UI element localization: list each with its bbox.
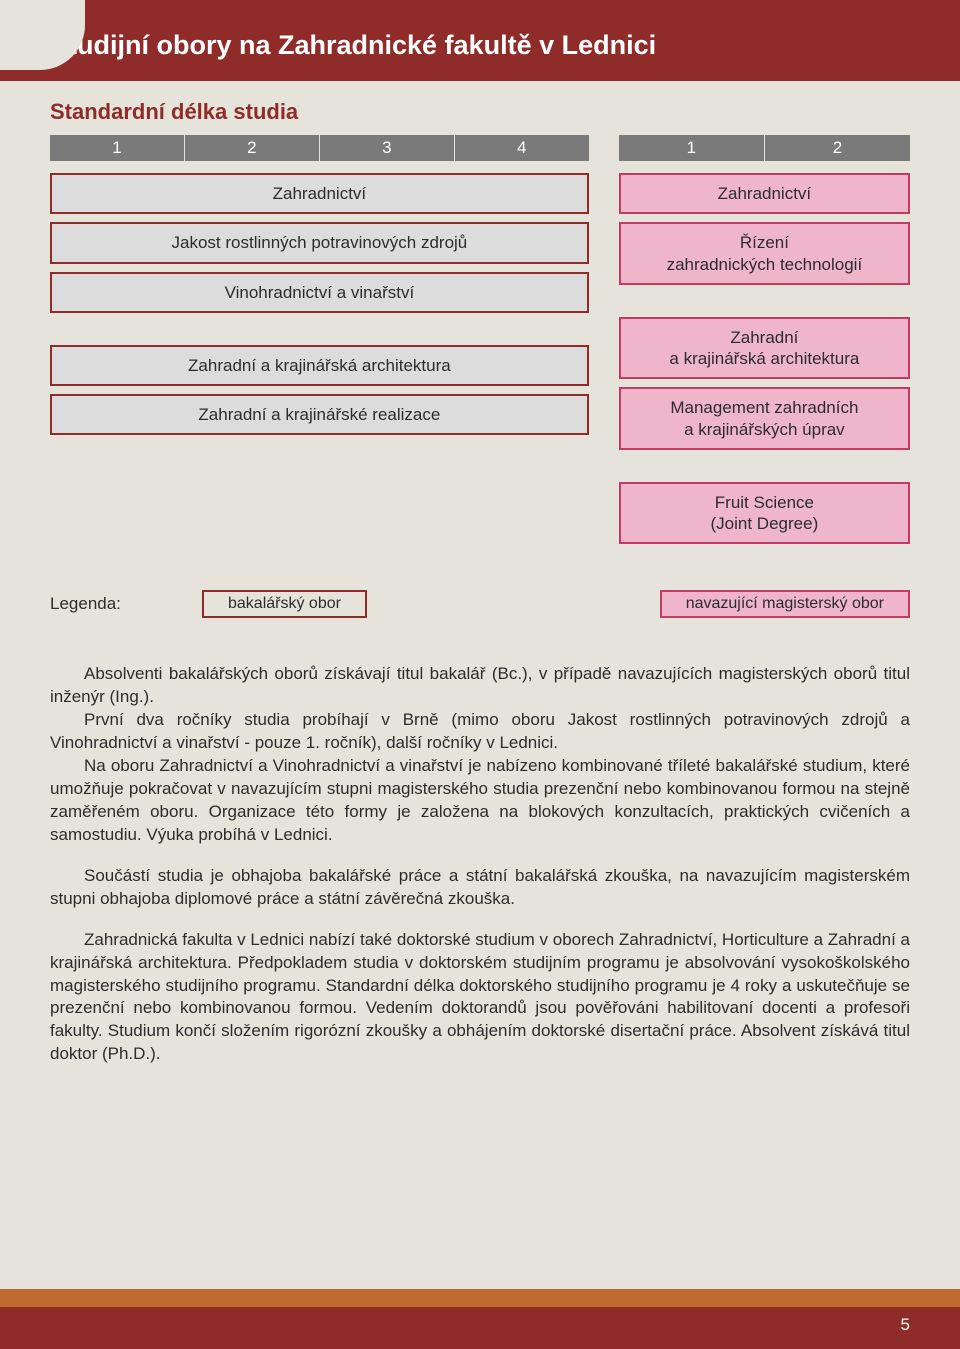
para-part: První dva ročníky studia probíhají v Brn… <box>50 709 910 755</box>
content: Standardní délka studia 1 2 3 4 Zahradni… <box>0 81 960 1124</box>
line: (Joint Degree) <box>711 514 819 533</box>
line: a krajinářská architektura <box>669 349 859 368</box>
legend-mag: navazující magisterský obor <box>660 590 910 618</box>
footer-stripe-bottom: 5 <box>0 1307 960 1349</box>
diagram-columns: 1 2 3 4 Zahradnictví Jakost rostlinných … <box>50 135 910 552</box>
page: Studijní obory na Zahradnické fakultě v … <box>0 0 960 1349</box>
line: a krajinářských úprav <box>684 420 845 439</box>
bach-box-vinohradnictvi: Vinohradnictví a vinařství <box>50 272 589 313</box>
paragraph: Absolventi bakalářských oborů získávají … <box>50 663 910 847</box>
line: Management zahradních <box>670 398 858 417</box>
line: zahradnických technologií <box>667 255 863 274</box>
legend-bach: bakalářský obor <box>202 590 367 618</box>
legend: Legenda: bakalářský obor navazující magi… <box>50 590 910 618</box>
mag-box-zahradnictvi: Zahradnictví <box>619 173 910 214</box>
page-number: 5 <box>901 1315 910 1335</box>
year-cell: 1 <box>619 135 765 161</box>
year-cell: 4 <box>455 135 589 161</box>
right-column: 1 2 Zahradnictví Řízení zahradnických te… <box>619 135 910 552</box>
para-part: Absolventi bakalářských oborů získávají … <box>50 664 910 706</box>
bach-box-realizace: Zahradní a krajinářské realizace <box>50 394 589 435</box>
year-cell: 3 <box>320 135 455 161</box>
header: Studijní obory na Zahradnické fakultě v … <box>0 0 960 81</box>
paragraph: Součástí studia je obhajoba bakalářské p… <box>50 865 910 911</box>
year-cell: 2 <box>765 135 910 161</box>
yearbar-left: 1 2 3 4 <box>50 135 589 161</box>
paragraph: Zahradnická fakulta v Lednici nabízí tak… <box>50 929 910 1067</box>
bach-box-architektura: Zahradní a krajinářská architektura <box>50 345 589 386</box>
para-part: Na oboru Zahradnictví a Vinohradnictví a… <box>50 755 910 847</box>
bach-box-jakost: Jakost rostlinných potravinových zdrojů <box>50 222 589 263</box>
footer-stripe-top <box>0 1289 960 1307</box>
subtitle: Standardní délka studia <box>50 99 910 125</box>
mag-box-fruit-science: Fruit Science (Joint Degree) <box>619 482 910 545</box>
year-cell: 1 <box>50 135 185 161</box>
mag-box-rizeni: Řízení zahradnických technologií <box>619 222 910 285</box>
body-text: Absolventi bakalářských oborů získávají … <box>50 663 910 1066</box>
yearbar-right: 1 2 <box>619 135 910 161</box>
bach-box-zahradnictvi: Zahradnictví <box>50 173 589 214</box>
line: Fruit Science <box>715 493 814 512</box>
line: Zahradní <box>730 328 798 347</box>
legend-label: Legenda: <box>50 594 180 614</box>
year-cell: 2 <box>185 135 320 161</box>
left-column: 1 2 3 4 Zahradnictví Jakost rostlinných … <box>50 135 589 443</box>
footer: 5 <box>0 1289 960 1349</box>
line: Řízení <box>740 233 789 252</box>
mag-box-management: Management zahradních a krajinářských úp… <box>619 387 910 450</box>
page-title: Studijní obory na Zahradnické fakultě v … <box>50 30 960 61</box>
mag-box-architektura: Zahradní a krajinářská architektura <box>619 317 910 380</box>
